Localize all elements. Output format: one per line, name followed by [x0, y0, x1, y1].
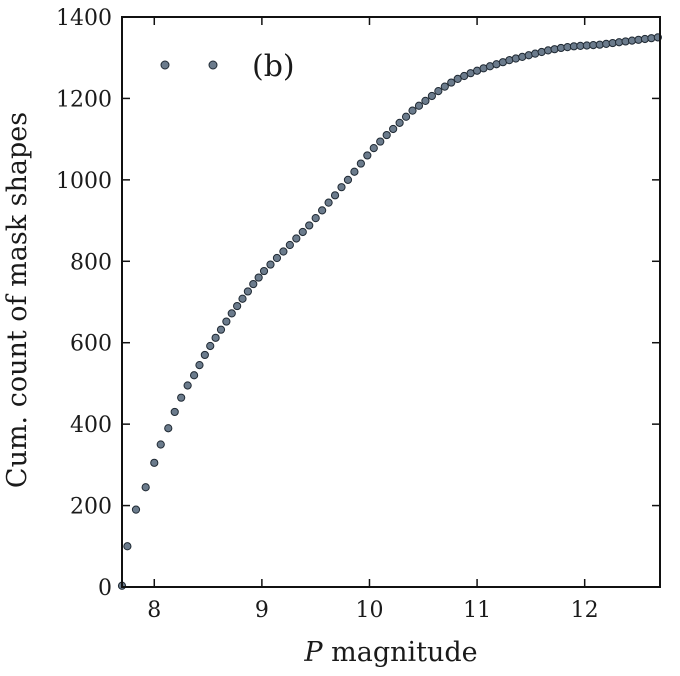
- y-tick-label: 200: [70, 495, 112, 520]
- data-point: [311, 214, 320, 223]
- data-point: [285, 240, 294, 250]
- plot-frame: [121, 16, 661, 588]
- legend: (b): [160, 49, 295, 84]
- data-point: [238, 294, 247, 303]
- data-point: [272, 253, 282, 263]
- y-tick-label: 0: [98, 576, 112, 601]
- x-tick-label: 11: [463, 598, 491, 623]
- data-point: [254, 273, 263, 282]
- data-point: [343, 175, 353, 184]
- data-point: [266, 260, 275, 269]
- data-point: [330, 191, 340, 200]
- data-point: [305, 221, 314, 230]
- data-point: [440, 82, 449, 91]
- data-point: [350, 167, 359, 176]
- data-point: [170, 407, 179, 417]
- data-point: [363, 151, 372, 160]
- data-point: [421, 96, 430, 105]
- data-point: [389, 124, 398, 134]
- data-point: [150, 458, 159, 467]
- data-point: [206, 341, 215, 351]
- data-point: [211, 333, 220, 342]
- ticks-layer: 8 9 10 11 12 0 200 400 600 800 1000 1200 1400: [56, 6, 660, 623]
- data-point: [200, 350, 209, 360]
- data-point: [222, 317, 231, 326]
- data-point: [227, 309, 236, 318]
- data-point: [427, 91, 436, 101]
- x-axis-label-text: magnitude: [323, 637, 478, 668]
- data-point: [401, 112, 411, 121]
- data-point: [376, 137, 385, 146]
- data-point: [298, 227, 307, 237]
- data-point: [434, 87, 443, 96]
- data-point: [324, 198, 333, 207]
- data-point: [141, 483, 150, 492]
- data-point: [318, 206, 327, 215]
- y-tick-label: 1400: [56, 6, 112, 31]
- data-point: [177, 393, 186, 402]
- data-point: [369, 144, 378, 153]
- data-point: [279, 247, 288, 256]
- y-tick-label: 600: [70, 332, 112, 357]
- y-tick-label: 800: [70, 250, 112, 275]
- data-point: [123, 542, 132, 551]
- data-point: [249, 279, 258, 289]
- data-point: [164, 424, 173, 433]
- legend-label: (b): [252, 49, 295, 84]
- data-point: [292, 234, 301, 243]
- data-point: [408, 106, 417, 115]
- data-point: [233, 301, 242, 311]
- y-tick-label: 1000: [56, 169, 112, 194]
- data-point: [395, 118, 404, 127]
- data-point: [259, 266, 269, 276]
- data-point: [356, 159, 365, 168]
- x-axis-label: P magnitude: [303, 637, 477, 668]
- points-layer: [117, 33, 662, 590]
- x-tick-label: 12: [571, 598, 599, 623]
- data-point: [195, 361, 204, 370]
- y-tick-label: 400: [70, 413, 112, 438]
- y-tick-label: 1200: [56, 87, 112, 112]
- legend-marker: [160, 60, 170, 70]
- data-point: [337, 183, 346, 192]
- x-tick-label: 8: [147, 598, 161, 623]
- x-tick-label: 9: [255, 598, 269, 623]
- data-point: [216, 325, 226, 334]
- x-axis-label-variable: P: [303, 637, 323, 668]
- data-point: [550, 45, 559, 54]
- data-point: [382, 130, 391, 140]
- x-tick-label: 10: [355, 598, 383, 623]
- data-point: [183, 381, 192, 390]
- data-point: [156, 440, 165, 449]
- legend-marker: [208, 60, 218, 70]
- data-point: [131, 505, 141, 514]
- data-point: [543, 46, 553, 55]
- y-axis-label: Cum. count of mask shapes: [2, 112, 33, 488]
- data-point: [243, 287, 252, 296]
- data-point: [447, 78, 456, 87]
- data-point: [414, 101, 424, 110]
- data-point: [189, 371, 199, 380]
